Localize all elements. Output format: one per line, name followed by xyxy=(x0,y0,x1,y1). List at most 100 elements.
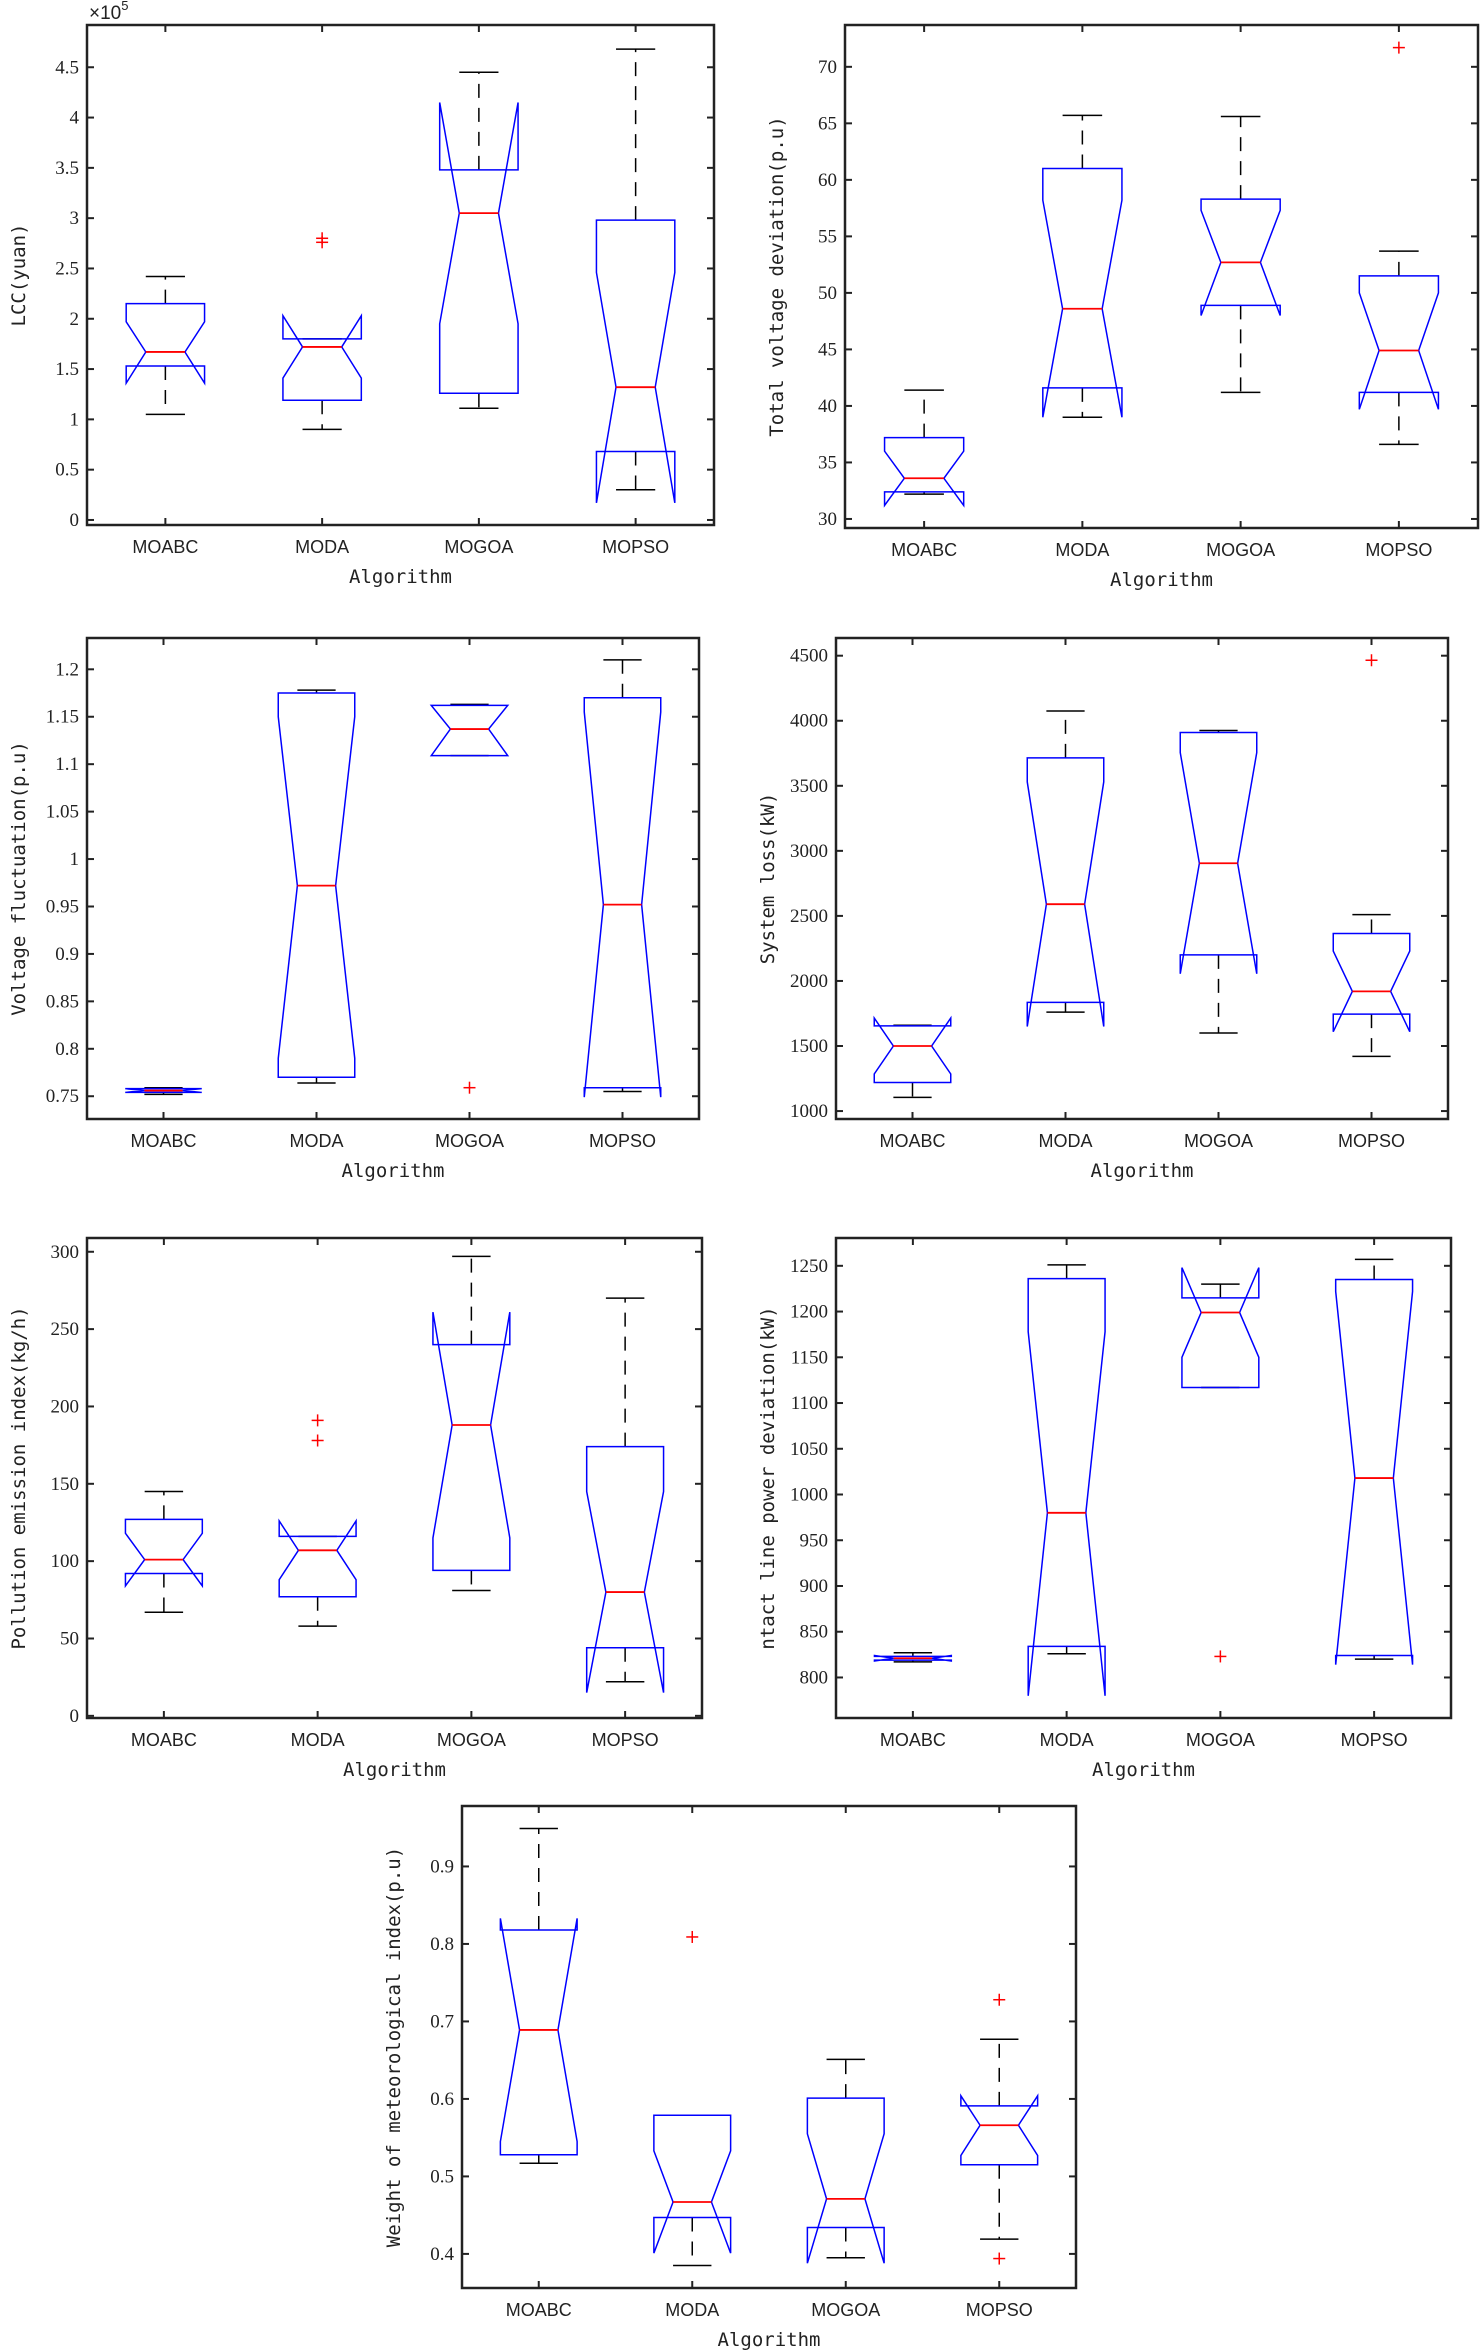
y-tick-label: 1.15 xyxy=(46,707,79,728)
axes-frame xyxy=(85,23,716,527)
y-tick-label: 0 xyxy=(70,1706,80,1727)
y-tick-label: 4500 xyxy=(790,646,828,667)
y-axis-exponent-label: ×105 xyxy=(89,0,128,24)
box-mopso xyxy=(960,1993,1039,2265)
axes-frame xyxy=(460,1804,1078,2290)
y-tick-label: 200 xyxy=(51,1396,80,1417)
box-mogoa xyxy=(432,1255,511,1592)
notched-box xyxy=(873,1654,953,1662)
y-tick-label: 1.1 xyxy=(55,754,79,775)
y-tick-label: 800 xyxy=(800,1667,829,1688)
x-tick-label-moabc: MOABC xyxy=(132,537,198,557)
x-axis-label: Algorithm xyxy=(342,1160,445,1182)
box-mopso xyxy=(1332,654,1411,1058)
y-tick-label: 1150 xyxy=(791,1347,828,1368)
notched-box xyxy=(960,2093,1039,2166)
x-tick-label-moda: MODA xyxy=(290,1131,344,1151)
y-tick-label: 1 xyxy=(70,849,80,870)
y-tick-label: 0.85 xyxy=(46,991,79,1012)
notched-box xyxy=(499,1918,578,2156)
y-tick-label: 0.4 xyxy=(430,2244,454,2265)
y-tick-label: 70 xyxy=(818,57,837,78)
notched-box xyxy=(438,102,519,394)
box-mogoa xyxy=(1181,1267,1260,1663)
chart-5: 0 50 100 150 200 250 300 MOABC MODA MOGOA MOPSO Alg… xyxy=(8,1236,704,1781)
y-tick-label: 30 xyxy=(818,509,837,530)
y-axis-label: LCC(yuan) xyxy=(8,224,30,327)
y-tick-label: 0.7 xyxy=(430,2011,454,2032)
box-moda xyxy=(1027,1264,1106,1696)
notched-box xyxy=(1332,932,1411,1033)
outlier-marker xyxy=(1392,41,1405,54)
notched-box xyxy=(282,313,363,402)
y-tick-label: 4000 xyxy=(790,711,828,732)
outlier-marker xyxy=(1214,1650,1227,1663)
y-tick-label: 55 xyxy=(818,226,837,247)
x-tick-label-moabc: MOABC xyxy=(506,2300,572,2320)
y-tick-label: 1500 xyxy=(790,1036,828,1057)
notched-box xyxy=(1027,1277,1106,1696)
x-tick-label-moabc: MOABC xyxy=(131,1730,197,1750)
y-tick-label: 1.5 xyxy=(55,359,79,380)
chart-4: 1000 1500 2000 2500 3000 3500 4000 4500 MOABC MOD… xyxy=(757,636,1450,1182)
notched-box xyxy=(277,692,356,1079)
notched-box xyxy=(1181,1267,1260,1389)
x-tick-label-moda: MODA xyxy=(295,537,349,557)
y-tick-label: 1100 xyxy=(791,1393,828,1414)
y-tick-label: 3 xyxy=(70,208,80,229)
box-moda xyxy=(1026,710,1105,1027)
x-axis-label: Algorithm xyxy=(1110,569,1213,591)
x-tick-label-mopso: MOPSO xyxy=(966,2300,1033,2320)
notched-box xyxy=(429,704,510,757)
y-tick-label: 1250 xyxy=(790,1256,828,1277)
y-tick-label: 1200 xyxy=(790,1302,828,1323)
outlier-marker xyxy=(463,1081,476,1094)
x-tick-label-mogoa: MOGOA xyxy=(437,1730,506,1750)
notched-box xyxy=(883,436,965,508)
y-tick-label: 1000 xyxy=(790,1485,828,1506)
y-axis-label: ntact line power deviation(kW) xyxy=(757,1306,779,1649)
outlier-marker xyxy=(1365,654,1378,667)
box-mogoa xyxy=(806,2058,885,2264)
outlier-marker xyxy=(311,1414,324,1427)
y-tick-label: 250 xyxy=(51,1319,80,1340)
box-mogoa xyxy=(438,71,519,410)
y-tick-label: 45 xyxy=(818,339,837,360)
box-mogoa xyxy=(1200,115,1281,394)
x-tick-label-moabc: MOABC xyxy=(880,1730,946,1750)
box-moabc xyxy=(873,1015,952,1099)
box-mopso xyxy=(1334,1258,1414,1665)
notched-box xyxy=(1200,198,1281,316)
y-tick-label: 150 xyxy=(51,1474,80,1495)
y-tick-label: 0.95 xyxy=(46,896,79,917)
y-axis-label: Weight of meteorological index(p.u) xyxy=(383,1847,405,2247)
chart-3: 0.75 0.8 0.85 0.9 0.95 1 1.05 1.1 1.15 1.2 MOABC MO… xyxy=(8,636,701,1182)
y-tick-label: 0.9 xyxy=(430,1856,454,1877)
box-moabc xyxy=(125,1086,202,1096)
x-tick-label-mogoa: MOGOA xyxy=(435,1131,504,1151)
x-tick-label-moda: MODA xyxy=(1039,1131,1093,1151)
x-tick-label-moabc: MOABC xyxy=(891,540,957,560)
x-axis-label: Algorithm xyxy=(1091,1160,1194,1182)
notched-box xyxy=(583,697,662,1098)
x-tick-label-moda: MODA xyxy=(665,2300,719,2320)
x-tick-label-mopso: MOPSO xyxy=(1338,1131,1405,1151)
chart-2: 30 35 40 45 50 55 60 65 70 MOABC MODA MOGOA MOPSO Alg… xyxy=(766,23,1480,591)
y-tick-label: 950 xyxy=(800,1530,829,1551)
y-axis-label: System loss(kW) xyxy=(757,793,779,965)
chart-6: 800 850 900 950 1000 1050 1100 1150 1200 1250 MOAB… xyxy=(757,1236,1453,1781)
box-mopso xyxy=(585,1297,665,1693)
y-tick-label: 0.5 xyxy=(55,460,79,481)
y-tick-label: 2 xyxy=(70,309,80,330)
y-tick-label: 0.75 xyxy=(46,1086,79,1107)
notched-box xyxy=(595,219,676,503)
exponent-base: ×10 xyxy=(89,3,121,24)
y-tick-label: 3.5 xyxy=(55,158,79,179)
y-tick-label: 2000 xyxy=(790,971,828,992)
y-tick-label: 1 xyxy=(70,409,80,430)
exponent-power: 5 xyxy=(121,0,128,13)
y-axis-label: Voltage fluctuation(p.u) xyxy=(8,741,30,1016)
x-tick-label-mopso: MOPSO xyxy=(1365,540,1432,560)
y-tick-label: 3500 xyxy=(790,776,828,797)
axes-frame xyxy=(85,1236,704,1720)
